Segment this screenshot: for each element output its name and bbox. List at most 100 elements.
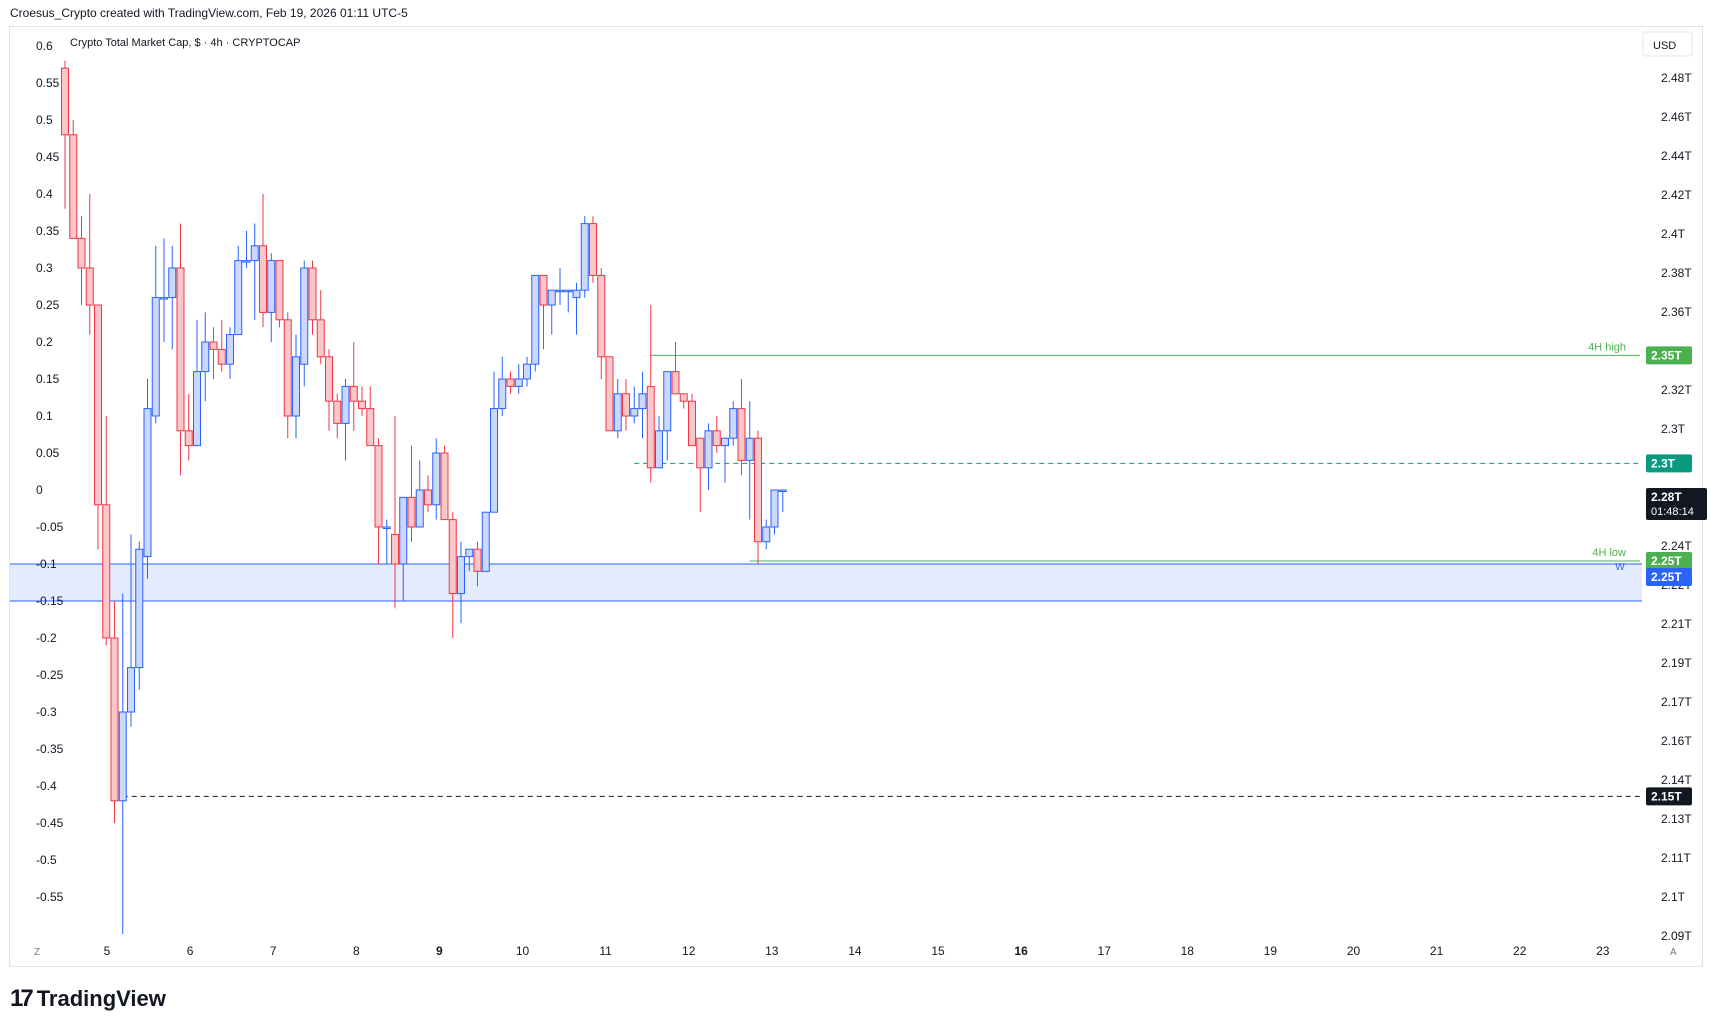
candle [143,379,152,579]
candle-body [61,67,69,136]
level-tag-3[interactable]: 2.15T [1646,787,1692,806]
candle [729,401,738,446]
candle-body [94,304,102,506]
candle [102,416,111,646]
candle-body [110,637,119,802]
candle-body [234,260,243,336]
candle-body [580,223,589,291]
candles-layer [61,60,787,934]
candle [77,216,86,305]
candle [778,489,787,513]
candle [391,416,399,609]
level-tag-0[interactable]: 2.35T [1646,346,1692,365]
tradingview-brand[interactable]: 17 TradingView [10,985,166,1013]
candle [184,393,193,461]
candle [696,437,705,513]
candle [754,430,762,564]
left-axis-tick: 0.25 [36,298,60,312]
right-axis-tick: 2.38T [1661,266,1692,280]
candle [267,253,276,342]
candle-body [770,489,779,528]
candle-body [292,356,300,417]
level-tag-2[interactable]: 2.25T [1646,552,1692,571]
left-axis-tick: 0.4 [36,187,53,201]
candle-body [539,274,548,306]
candle-body [374,445,383,528]
candle [737,379,746,476]
zone-tag[interactable]: 2.25T [1646,568,1692,586]
candle [547,289,556,335]
corner-label-left[interactable]: Z [34,947,40,958]
left-axis-tick: -0.4 [36,779,57,793]
candle-body [300,267,309,365]
x-axis-tick: 19 [1264,944,1278,958]
level-lines-layer: 4H high 4H low W [122,341,1640,797]
corner-label-right[interactable]: A [1670,947,1677,958]
left-axis-tick: -0.55 [36,890,64,904]
candle [655,416,663,469]
candle [333,393,342,439]
candle [292,334,300,439]
x-axis-tick: 14 [848,944,862,958]
candle-body [663,371,672,432]
currency-button[interactable]: USD [1642,31,1693,57]
candle [300,260,309,387]
candle [226,327,234,379]
level-tag-1[interactable]: 2.3T [1646,454,1692,473]
candle [168,245,177,350]
candle [308,260,317,335]
candle [671,342,680,395]
candle-body [127,667,135,713]
candle [531,274,540,372]
candle-body [498,378,507,410]
candle-body [547,289,556,306]
candle-body [349,385,358,402]
candle [135,541,144,690]
candle [118,593,127,934]
candle [94,304,102,550]
x-axis-tick: 9 [436,944,443,958]
candle [201,312,210,402]
candle-body [605,356,614,432]
candle-body [564,289,573,293]
x-axis-tick: 8 [353,944,360,958]
candle [382,519,391,564]
tradingview-logo-icon: 17 [10,985,34,1012]
candle-body [490,408,498,513]
candle [465,548,474,572]
candle [506,371,515,394]
candle-body [201,341,210,373]
right-axis-tick: 2.3T [1661,422,1686,436]
candle-body [85,267,94,306]
candle [679,393,688,409]
candle [539,274,548,350]
candle [646,305,655,483]
candle-body [366,408,375,447]
right-axis-tick: 2.09T [1661,929,1692,943]
candle-body [209,341,218,350]
left-axis-tick: -0.35 [36,742,64,756]
candle-body [696,437,705,469]
x-axis-tick: 10 [516,944,530,958]
x-axis-tick: 23 [1596,944,1610,958]
candle-body [226,334,234,365]
candle [358,386,366,416]
candle [151,245,160,424]
candle-body [679,393,688,402]
last-price-tag[interactable]: 2.28T 01:48:14 [1646,488,1707,520]
candle [630,386,639,424]
candle [176,223,185,476]
candle-body [448,519,457,595]
candle-body [259,245,267,313]
left-axis-tick: 0.15 [36,372,60,386]
candle-body [118,711,127,802]
candle-body [745,437,754,461]
candle-body [135,548,144,669]
candle-body [465,548,474,558]
candle [597,268,606,379]
candle [663,371,672,461]
right-axis-tick: 2.44T [1661,149,1692,163]
candle-body [523,363,531,380]
candle-body [267,260,276,313]
